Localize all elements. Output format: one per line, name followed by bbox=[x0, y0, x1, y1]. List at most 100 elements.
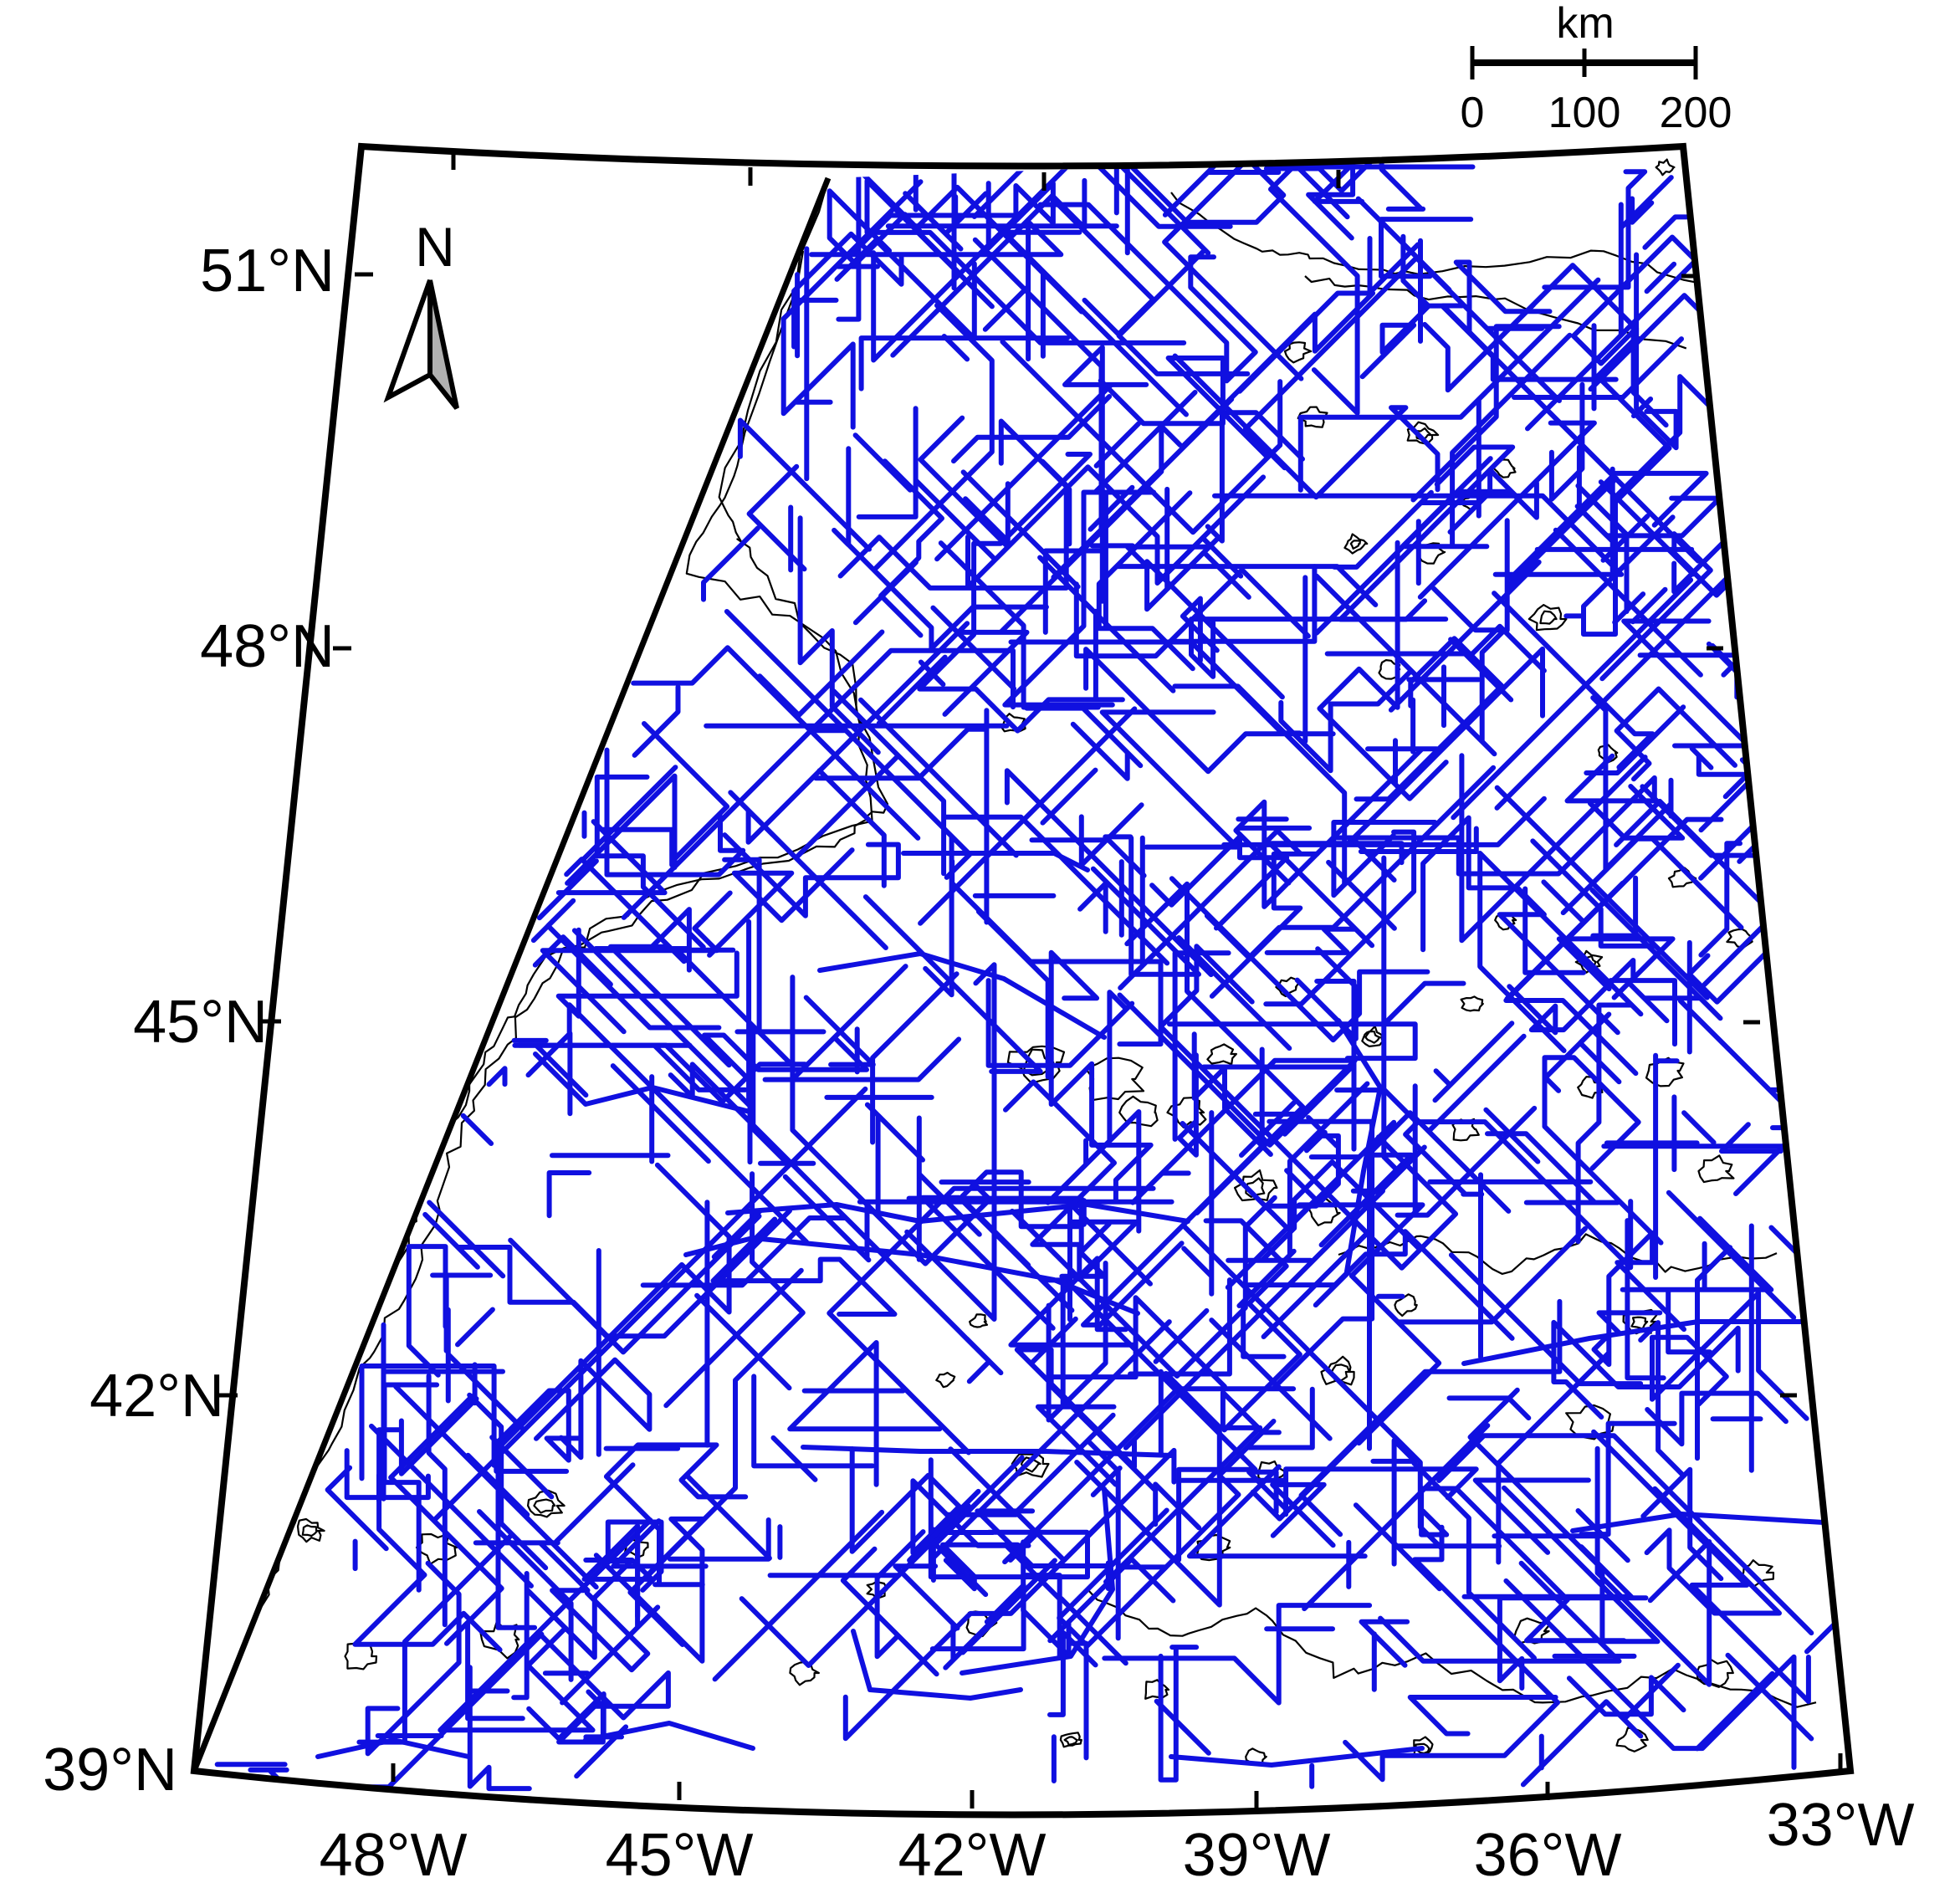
track-336 bbox=[1088, 156, 1233, 229]
track-142 bbox=[494, 1388, 582, 1474]
track-211 bbox=[939, 1542, 1021, 1592]
track-121 bbox=[1507, 958, 1636, 1036]
track-139 bbox=[646, 1171, 806, 1578]
track-503 bbox=[1030, 1316, 1078, 1364]
track-155 bbox=[1270, 1481, 1336, 1548]
track-427 bbox=[1306, 1115, 1339, 1149]
track-236 bbox=[1590, 695, 1674, 872]
track-520 bbox=[1176, 935, 1292, 1051]
lat-label-51: 51°N bbox=[200, 238, 335, 304]
track-170 bbox=[1283, 1466, 1479, 1517]
track-430 bbox=[455, 1307, 495, 1348]
track-498 bbox=[1090, 1466, 1123, 1497]
track-376 bbox=[1037, 555, 1176, 693]
track-398 bbox=[1332, 489, 1434, 570]
contour-blob-inner-44 bbox=[1415, 1742, 1430, 1754]
track-247 bbox=[604, 747, 746, 877]
track-494 bbox=[938, 540, 1101, 710]
track-519 bbox=[870, 971, 960, 1145]
contour-blob-1 bbox=[1084, 1056, 1145, 1102]
track-306 bbox=[1575, 1002, 1635, 1245]
track-396 bbox=[1058, 1596, 1128, 1666]
lon-label-33: 33°W bbox=[1767, 1792, 1915, 1859]
north-arrow-right-half bbox=[427, 279, 459, 410]
track-294 bbox=[1176, 1052, 1199, 1158]
track-369 bbox=[770, 1435, 818, 1482]
track-49 bbox=[1334, 753, 1657, 877]
track-337 bbox=[694, 1292, 792, 1391]
contour-blob-35 bbox=[344, 1642, 378, 1670]
track-73 bbox=[555, 927, 739, 1019]
track-495 bbox=[757, 629, 885, 718]
track-256 bbox=[1204, 765, 1497, 960]
track-301 bbox=[1625, 1218, 1666, 1381]
track-442 bbox=[712, 1509, 885, 1682]
track-479 bbox=[1375, 1144, 1427, 1196]
track-292 bbox=[1263, 829, 1417, 1007]
track-305 bbox=[1591, 1230, 1686, 1368]
track-166 bbox=[1186, 1464, 1368, 1559]
track-395 bbox=[941, 334, 970, 362]
track-333 bbox=[852, 560, 919, 626]
contour-blob-21 bbox=[1394, 1293, 1418, 1317]
track-367 bbox=[1630, 586, 1668, 625]
track-330 bbox=[460, 1113, 494, 1146]
contour-blob-50 bbox=[1206, 1043, 1237, 1066]
track-157 bbox=[1203, 1218, 1302, 1433]
track-238 bbox=[1689, 745, 1827, 817]
contour-blob-inner-20 bbox=[1330, 1363, 1351, 1382]
track-transect-9 bbox=[851, 1629, 1023, 1701]
track-48 bbox=[1365, 738, 1440, 785]
track-207 bbox=[1067, 1640, 1089, 1761]
track-219 bbox=[918, 415, 1011, 550]
track-188 bbox=[1503, 1578, 1797, 1770]
track-187 bbox=[1407, 1695, 1558, 1737]
map-frame bbox=[190, 142, 1855, 1819]
track-148 bbox=[874, 1529, 926, 1660]
track-331 bbox=[1225, 1168, 1318, 1290]
track-242 bbox=[1587, 784, 1686, 841]
contour-blob-0 bbox=[1006, 1045, 1066, 1084]
track-165 bbox=[1370, 1438, 1502, 1567]
contour-blob-29 bbox=[935, 1371, 956, 1389]
track-384 bbox=[840, 1546, 939, 1677]
track-454 bbox=[1047, 1295, 1227, 1389]
track-128 bbox=[356, 1392, 549, 1745]
track-85 bbox=[702, 1032, 869, 1165]
track-511 bbox=[325, 1465, 389, 1552]
track-370 bbox=[930, 605, 1017, 692]
track-216 bbox=[951, 394, 1113, 464]
track-404 bbox=[1553, 527, 1703, 678]
contour-blob-inner-40 bbox=[1063, 1736, 1078, 1746]
track-423 bbox=[943, 1600, 1013, 1670]
track-283 bbox=[1574, 466, 1615, 574]
track-259 bbox=[1090, 835, 1201, 977]
track-402 bbox=[1427, 1033, 1527, 1133]
north-arrow: N bbox=[383, 216, 459, 410]
track-transect-1 bbox=[725, 1202, 1190, 1224]
track-360 bbox=[917, 1172, 982, 1237]
track-71 bbox=[674, 947, 816, 1166]
track-177 bbox=[1645, 1390, 1789, 1447]
track-295 bbox=[1180, 1119, 1397, 1231]
track-150 bbox=[787, 1340, 943, 1487]
track-312 bbox=[1302, 1423, 1491, 1612]
track-112 bbox=[1420, 815, 1620, 1036]
track-45 bbox=[1083, 647, 1336, 775]
track-265 bbox=[890, 177, 1087, 358]
track-455 bbox=[1612, 591, 1646, 625]
track-467 bbox=[1042, 548, 1105, 635]
track-268 bbox=[848, 181, 1056, 258]
lon-label-48: 48°W bbox=[320, 1822, 468, 1889]
contour-blob-39 bbox=[1144, 1679, 1170, 1700]
contour-blob-23 bbox=[1597, 744, 1619, 764]
track-176 bbox=[1650, 1290, 1809, 1421]
track-117 bbox=[1556, 936, 1676, 1000]
track-429 bbox=[876, 654, 948, 726]
track-209 bbox=[986, 1529, 1090, 1563]
track-422 bbox=[427, 1200, 506, 1279]
track-65 bbox=[831, 688, 947, 877]
track-82 bbox=[904, 962, 997, 1322]
lon-label-45: 45°W bbox=[606, 1822, 754, 1889]
